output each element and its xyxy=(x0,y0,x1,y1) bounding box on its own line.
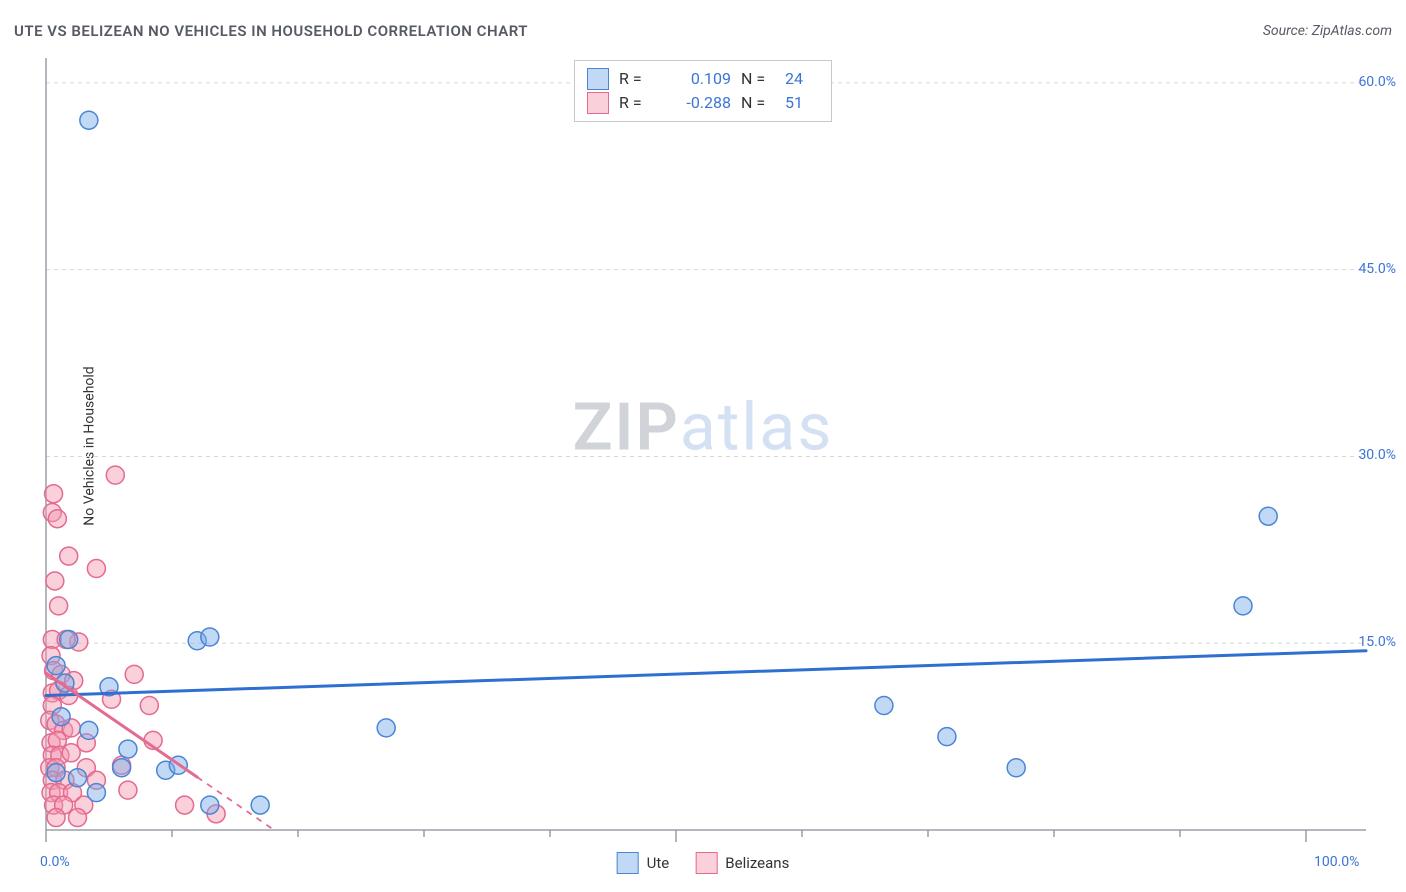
trendline-ute xyxy=(46,651,1366,696)
stat-r-label: R = xyxy=(619,67,653,91)
legend-swatch-blue xyxy=(587,68,609,90)
stats-legend: R = 0.109 N = 24 R = -0.288 N = 51 xyxy=(574,60,832,122)
marker-belizeans xyxy=(119,781,137,799)
marker-belizeans xyxy=(60,547,78,565)
y-tick-label: 45.0% xyxy=(1358,261,1396,277)
marker-belizeans xyxy=(176,796,194,814)
stats-row: R = -0.288 N = 51 xyxy=(587,91,819,115)
marker-ute xyxy=(80,111,98,129)
stat-n-value: 51 xyxy=(785,91,819,115)
legend-label: Belizeans xyxy=(725,854,789,872)
marker-ute xyxy=(251,796,269,814)
stat-n-label: N = xyxy=(741,91,775,115)
marker-ute xyxy=(47,657,65,675)
marker-ute xyxy=(938,728,956,746)
marker-ute xyxy=(113,759,131,777)
marker-ute xyxy=(80,721,98,739)
marker-ute xyxy=(201,796,219,814)
stat-r-label: R = xyxy=(619,91,653,115)
marker-ute xyxy=(52,708,70,726)
marker-belizeans xyxy=(125,665,143,683)
marker-belizeans xyxy=(87,560,105,578)
legend-label: Ute xyxy=(647,854,670,872)
marker-belizeans xyxy=(106,466,124,484)
marker-belizeans xyxy=(47,809,65,827)
legend-swatch-blue xyxy=(617,852,639,874)
legend-swatch-pink xyxy=(695,852,717,874)
marker-ute xyxy=(377,719,395,737)
marker-belizeans xyxy=(140,696,158,714)
scatter-chart xyxy=(0,0,1406,892)
stats-row: R = 0.109 N = 24 xyxy=(587,67,819,91)
marker-ute xyxy=(60,630,78,648)
marker-ute xyxy=(69,769,87,787)
stat-n-label: N = xyxy=(741,67,775,91)
series-legend: Ute Belizeans xyxy=(617,852,790,874)
y-tick-label: 30.0% xyxy=(1358,447,1396,463)
legend-item-belizeans: Belizeans xyxy=(695,852,789,874)
marker-belizeans xyxy=(50,597,68,615)
marker-ute xyxy=(119,740,137,758)
marker-ute xyxy=(1007,759,1025,777)
legend-item-ute: Ute xyxy=(617,852,670,874)
stat-r-value: -0.288 xyxy=(663,91,731,115)
stat-r-value: 0.109 xyxy=(663,67,731,91)
marker-belizeans xyxy=(46,572,64,590)
marker-belizeans xyxy=(62,744,80,762)
legend-swatch-pink xyxy=(587,92,609,114)
marker-ute xyxy=(87,784,105,802)
marker-ute xyxy=(1234,597,1252,615)
marker-belizeans xyxy=(48,510,66,528)
y-tick-label: 60.0% xyxy=(1358,74,1396,90)
x-tick-label-max: 100.0% xyxy=(1314,854,1359,870)
marker-ute xyxy=(201,628,219,646)
y-tick-label: 15.0% xyxy=(1358,634,1396,650)
marker-ute xyxy=(47,764,65,782)
stat-n-value: 24 xyxy=(785,67,819,91)
marker-ute xyxy=(1259,507,1277,525)
x-tick-label-min: 0.0% xyxy=(40,854,70,870)
marker-ute xyxy=(875,696,893,714)
marker-belizeans xyxy=(45,485,63,503)
marker-belizeans xyxy=(69,809,87,827)
